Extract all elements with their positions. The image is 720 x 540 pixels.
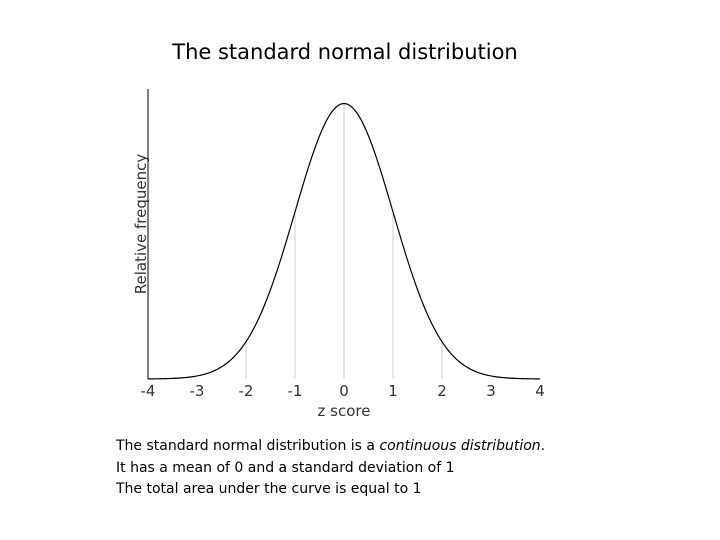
explanation-text: The standard normal distribution is a co… [116, 436, 545, 501]
note-line-1-emphasis: continuous distribution [379, 438, 541, 454]
chart-title: The standard normal distribution [172, 40, 518, 64]
note-line-1-suffix: . [540, 438, 546, 454]
x-tick-label: 0 [339, 382, 349, 400]
x-tick-labels: -4 -3 -2 -1 0 1 2 3 4 [141, 382, 545, 400]
x-tick-label: 2 [437, 382, 447, 400]
x-tick-label: 1 [388, 382, 398, 400]
note-line-3: The total area under the curve is equal … [116, 481, 422, 497]
x-tick-label: 4 [535, 382, 545, 400]
x-axis-label: z score [317, 402, 371, 420]
x-tick-label: -3 [190, 382, 205, 400]
x-tick-label: 3 [486, 382, 496, 400]
note-line-2: It has a mean of 0 and a standard deviat… [116, 459, 455, 476]
normal-curve [147, 102, 541, 380]
gridlines [245, 103, 443, 379]
note-line-1: The standard normal distribution is a co… [116, 436, 545, 458]
x-tick-label: -2 [239, 382, 254, 400]
x-tick-label: -1 [288, 382, 303, 400]
x-tick-label: -4 [141, 382, 156, 400]
note-line-1-prefix: The standard normal distribution is a [116, 438, 380, 454]
